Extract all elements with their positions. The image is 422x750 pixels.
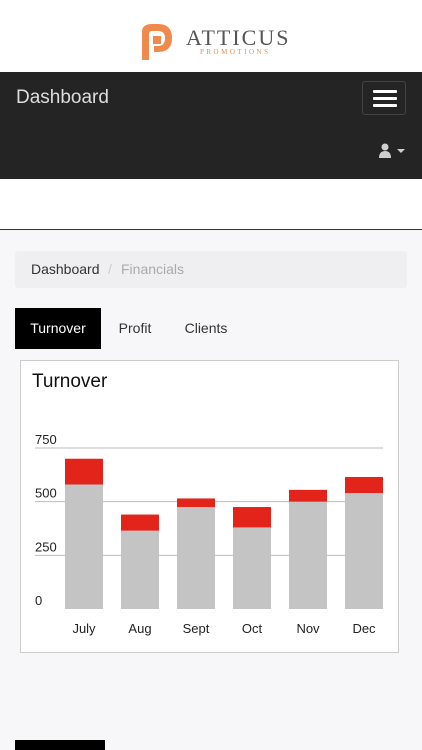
tab-turnover[interactable]: Turnover <box>15 308 101 349</box>
breadcrumb-dashboard-link[interactable]: Dashboard <box>31 261 100 277</box>
user-dropdown[interactable] <box>378 142 408 160</box>
bar-segment <box>65 458 103 485</box>
y-tick-label: 250 <box>35 539 57 554</box>
bar-segment <box>345 493 383 609</box>
x-tick-label: Dec <box>352 621 376 636</box>
tab-clients[interactable]: Clients <box>184 320 228 336</box>
tab-profit[interactable]: Profit <box>118 320 152 336</box>
y-tick-label: 750 <box>35 432 57 447</box>
user-icon <box>379 143 391 158</box>
nav-title[interactable]: Dashboard <box>16 87 109 108</box>
brand-tagline: PROMOTIONS <box>200 48 271 56</box>
navbar: Dashboard <box>0 72 422 179</box>
brand-name: ATTICUS <box>186 25 291 50</box>
tab-bar: Turnover Profit Clients <box>15 308 407 349</box>
footer-button[interactable] <box>15 740 105 750</box>
x-tick-label: Sept <box>183 621 210 636</box>
bar-segment <box>121 514 159 531</box>
turnover-panel: 0 250 500 750 July Aug Sept Oct Nov Dec Turnover <box>20 360 399 653</box>
bar-segment <box>177 507 215 609</box>
turnover-chart: 0 250 500 750 July Aug Sept Oct Nov Dec <box>35 432 383 636</box>
bar-segment <box>233 507 271 528</box>
logo-header: ATTICUS PROMOTIONS <box>0 0 422 72</box>
breadcrumb-separator: / <box>108 261 112 277</box>
bar-segment <box>233 527 271 609</box>
panel-title: Turnover <box>32 371 108 392</box>
x-tick-label: Oct <box>242 621 263 636</box>
content-header-strip <box>0 179 422 230</box>
breadcrumb-current: Financials <box>121 261 185 277</box>
bar-segment <box>177 498 215 508</box>
bar-segment <box>345 476 383 494</box>
hamburger-menu-icon[interactable] <box>362 81 406 115</box>
bar-segment <box>289 489 327 502</box>
atticus-logo-icon <box>142 24 172 60</box>
x-tick-label: Nov <box>296 621 320 636</box>
bar-segment <box>65 484 103 609</box>
x-tick-label: July <box>72 621 96 636</box>
bar-segment <box>121 530 159 609</box>
y-tick-label: 0 <box>35 593 42 608</box>
y-tick-label: 500 <box>35 486 57 501</box>
caret-down-icon <box>397 149 405 153</box>
x-tick-label: Aug <box>128 621 151 636</box>
breadcrumb: Dashboard / Financials <box>15 251 407 288</box>
bar-segment <box>289 501 327 609</box>
